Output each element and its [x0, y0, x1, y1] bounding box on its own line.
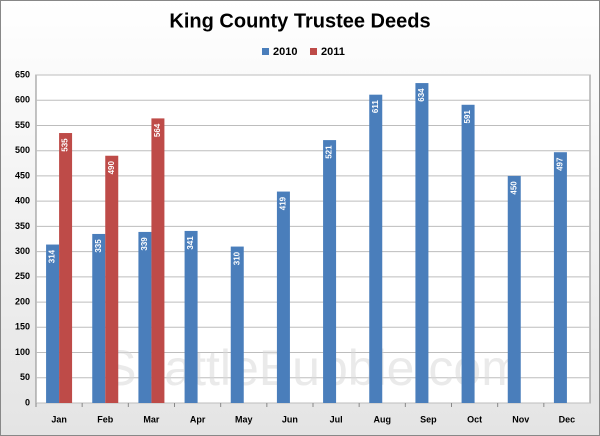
x-tick-label: May: [235, 414, 253, 424]
data-label: 634: [417, 88, 426, 102]
legend-label: 2010: [273, 46, 297, 58]
y-tick-label: 100: [15, 347, 30, 357]
data-label: 419: [279, 196, 288, 210]
y-tick-label: 300: [15, 246, 30, 256]
bar: [230, 246, 244, 403]
data-label: 497: [556, 157, 565, 171]
y-tick-label: 450: [15, 170, 30, 180]
plot-area: [35, 74, 591, 404]
bar: [461, 104, 475, 403]
x-tick-label: Dec: [559, 414, 576, 424]
data-label: 335: [94, 239, 103, 253]
y-tick-label: 600: [15, 95, 30, 105]
x-tick-label: Apr: [190, 414, 206, 424]
x-tick-label: Jun: [282, 414, 298, 424]
data-label: 314: [48, 249, 57, 263]
data-label: 341: [186, 236, 195, 250]
bar: [184, 230, 198, 403]
data-label: 490: [107, 161, 116, 175]
y-tick-label: 200: [15, 296, 30, 306]
bar: [553, 152, 567, 403]
y-tick-label: 150: [15, 322, 30, 332]
legend-swatch: [310, 48, 317, 55]
data-label: 591: [463, 110, 472, 124]
data-label: 450: [509, 181, 518, 195]
x-tick-label: Jul: [330, 414, 343, 424]
x-tick-label: Mar: [143, 414, 160, 424]
data-label: 310: [232, 251, 241, 265]
data-label: 564: [153, 123, 162, 137]
x-tick-label: Oct: [467, 414, 482, 424]
bar: [369, 94, 383, 404]
bar: [276, 191, 290, 403]
x-tick-label: Sep: [420, 414, 437, 424]
y-tick-label: 350: [15, 221, 30, 231]
y-tick-label: 650: [15, 69, 30, 79]
bar: [507, 175, 521, 403]
watermark: SeattleBubble.com: [103, 340, 523, 396]
y-tick-label: 400: [15, 196, 30, 206]
x-tick-label: Aug: [374, 414, 392, 424]
x-tick-label: Jan: [51, 414, 67, 424]
y-tick-label: 550: [15, 120, 30, 130]
bar: [415, 83, 429, 403]
legend-label: 2011: [321, 46, 345, 58]
bar: [46, 244, 60, 403]
data-label: 521: [325, 145, 334, 159]
y-tick-label: 50: [20, 372, 30, 382]
data-label: 535: [61, 138, 70, 152]
bar: [59, 133, 73, 403]
chart-title: King County Trustee Deeds: [169, 10, 430, 32]
legend-swatch: [262, 48, 269, 55]
y-tick-label: 250: [15, 271, 30, 281]
bar: [105, 155, 119, 403]
bar: [323, 140, 337, 403]
x-tick-label: Feb: [97, 414, 114, 424]
bar: [151, 118, 165, 404]
bar: [138, 231, 152, 403]
data-label: 611: [371, 100, 380, 113]
y-tick-label: 500: [15, 145, 30, 155]
y-tick-label: 0: [25, 397, 30, 407]
bar: [92, 233, 106, 403]
x-tick-label: Nov: [512, 414, 529, 424]
data-label: 339: [140, 237, 149, 251]
